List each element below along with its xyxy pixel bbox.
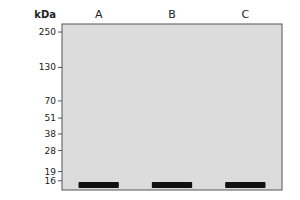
y-tick	[58, 100, 62, 101]
bands	[79, 182, 266, 188]
lane-label: B	[168, 8, 176, 21]
y-tick	[58, 150, 62, 151]
y-tick	[58, 171, 62, 172]
y-tick-label: 38	[45, 129, 57, 139]
y-tick	[58, 180, 62, 181]
y-tick	[58, 32, 62, 33]
y-tick	[58, 118, 62, 119]
chart-container: 250130705138281916kDaABC	[0, 0, 300, 200]
band	[79, 182, 119, 188]
band	[225, 182, 265, 188]
y-tick-label: 250	[39, 27, 56, 37]
y-axis-label: kDa	[34, 9, 56, 20]
lane-label: A	[95, 8, 103, 21]
y-tick-label: 28	[45, 146, 57, 156]
y-tick-label: 51	[45, 113, 56, 123]
y-tick	[58, 133, 62, 134]
gel-area	[62, 24, 282, 190]
y-tick-label: 70	[45, 96, 57, 106]
chart-svg: 250130705138281916kDaABC	[0, 0, 300, 200]
y-tick-label: 130	[39, 62, 56, 72]
lane-label: C	[241, 8, 249, 21]
y-tick-label: 16	[45, 176, 57, 186]
y-tick	[58, 67, 62, 68]
band	[152, 182, 192, 188]
